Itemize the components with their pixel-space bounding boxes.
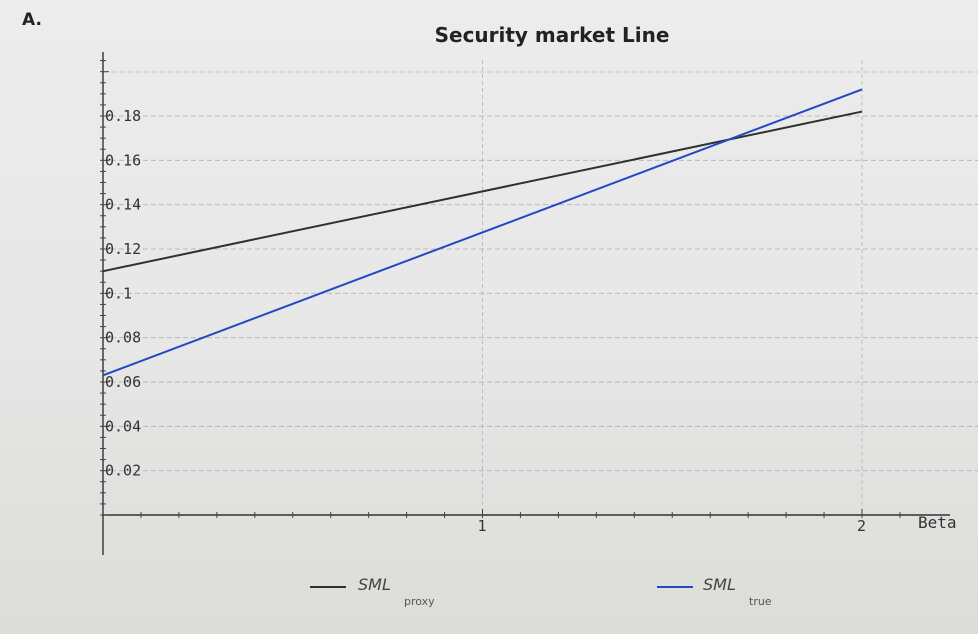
series-lines bbox=[102, 88, 863, 377]
y-tick-label-7: 0.16 bbox=[105, 151, 141, 169]
series-line-proxy bbox=[102, 110, 863, 273]
y-tick-label-4: 0.1 bbox=[105, 284, 132, 302]
legend: SML proxy SML true bbox=[310, 575, 772, 608]
tick-labels: 0.02 0.04 0.06 0.08 0.1 0.12 0.14 0.16 0.18 1 2 bbox=[105, 107, 866, 535]
chart-title: Security market Line bbox=[435, 23, 670, 47]
y-tick-label-6: 0.14 bbox=[105, 196, 141, 214]
y-tick-label-0: 0.02 bbox=[105, 462, 141, 480]
legend-label-true: SML bbox=[703, 575, 736, 594]
y-tick-label-1: 0.04 bbox=[105, 417, 141, 435]
axes bbox=[100, 52, 950, 555]
y-tick-label-8: 0.18 bbox=[105, 107, 141, 125]
x-tick-label-0: 1 bbox=[478, 517, 487, 535]
y-tick-label-5: 0.12 bbox=[105, 240, 141, 258]
legend-subscript-true: true bbox=[749, 595, 772, 608]
x-axis-label: Beta bbox=[918, 513, 957, 532]
figure-label: A. bbox=[22, 10, 42, 30]
series-line-true bbox=[102, 88, 863, 377]
y-tick-label-3: 0.08 bbox=[105, 329, 141, 347]
legend-label-proxy: SML bbox=[358, 575, 391, 594]
x-tick-label-1: 2 bbox=[857, 517, 866, 535]
legend-subscript-proxy: proxy bbox=[404, 595, 435, 608]
grid bbox=[103, 60, 978, 515]
y-tick-label-2: 0.06 bbox=[105, 373, 141, 391]
